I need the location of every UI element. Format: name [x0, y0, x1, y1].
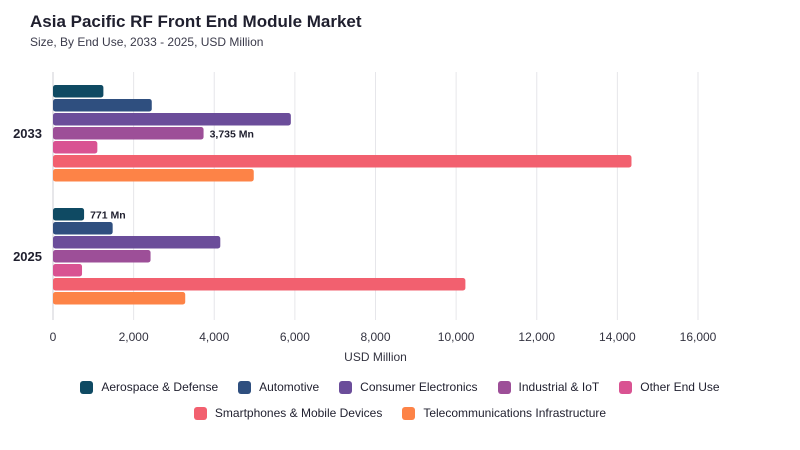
- legend-swatch: [497, 380, 511, 394]
- legend-row-2: Smartphones & Mobile Devices Telecommuni…: [0, 406, 800, 420]
- bar: [53, 292, 186, 305]
- legend-swatch: [193, 406, 207, 420]
- data-label: 3,735 Mn: [210, 128, 254, 140]
- x-axis-title: USD Million: [344, 350, 407, 364]
- legend-label: Smartphones & Mobile Devices: [214, 406, 383, 420]
- bar: [53, 250, 151, 263]
- legend-swatch: [339, 380, 353, 394]
- legend-swatch: [402, 406, 416, 420]
- bar: [53, 99, 152, 112]
- legend-label: Automotive: [259, 380, 320, 394]
- legend-label: Other End Use: [640, 380, 720, 394]
- x-tick-label: 14,000: [599, 330, 636, 344]
- y-category-label: 2025: [13, 249, 42, 264]
- bar: [53, 85, 104, 98]
- legend-label: Industrial & IoT: [518, 380, 600, 394]
- legend-item-aerospace-defense[interactable]: Aerospace & Defense: [80, 380, 218, 394]
- x-tick-label: 8,000: [360, 330, 390, 344]
- legend-swatch: [619, 380, 633, 394]
- legend-item-smartphones-mobile-devices[interactable]: Smartphones & Mobile Devices: [193, 406, 383, 420]
- bar: [53, 278, 466, 291]
- bar: [53, 208, 85, 221]
- bar: [53, 169, 254, 182]
- legend-swatch: [80, 380, 94, 394]
- x-tick-label: 2,000: [119, 330, 149, 344]
- bar: [53, 222, 113, 235]
- x-tick-label: 4,000: [199, 330, 229, 344]
- x-tick-label: 16,000: [680, 330, 717, 344]
- bar: [53, 127, 204, 140]
- legend-item-industrial-iot[interactable]: Industrial & IoT: [497, 380, 600, 394]
- legend-label: Aerospace & Defense: [101, 380, 219, 394]
- bar: [53, 141, 98, 154]
- legend-label: Consumer Electronics: [360, 380, 478, 394]
- data-label: 771 Mn: [90, 209, 126, 221]
- legend-swatch: [238, 380, 252, 394]
- x-tick-label: 6,000: [280, 330, 310, 344]
- chart-legend: Aerospace & Defense Automotive Consumer …: [0, 380, 800, 432]
- x-tick-label: 12,000: [518, 330, 555, 344]
- y-category-label: 2033: [13, 126, 42, 141]
- x-tick-label: 0: [50, 330, 57, 344]
- chart-title: Asia Pacific RF Front End Module Market: [30, 12, 362, 31]
- bar: [53, 264, 83, 277]
- legend-item-other-end-use[interactable]: Other End Use: [619, 380, 720, 394]
- legend-item-consumer-electronics[interactable]: Consumer Electronics: [339, 380, 478, 394]
- legend-item-automotive[interactable]: Automotive: [238, 380, 319, 394]
- legend-item-telecommunications-infrastructure[interactable]: Telecommunications Infrastructure: [402, 406, 606, 420]
- bar: [53, 155, 632, 168]
- x-tick-label: 10,000: [438, 330, 475, 344]
- bar-chart: 0 2,000 4,000 6,000 8,000 10,000 12,000 14,000 1…: [13, 72, 717, 364]
- bar: [53, 236, 221, 249]
- bar: [53, 113, 291, 126]
- legend-row-1: Aerospace & Defense Automotive Consumer …: [0, 380, 800, 394]
- chart-subtitle: Size, By End Use, 2033 - 2025, USD Milli…: [30, 35, 264, 49]
- legend-label: Telecommunications Infrastructure: [423, 406, 607, 420]
